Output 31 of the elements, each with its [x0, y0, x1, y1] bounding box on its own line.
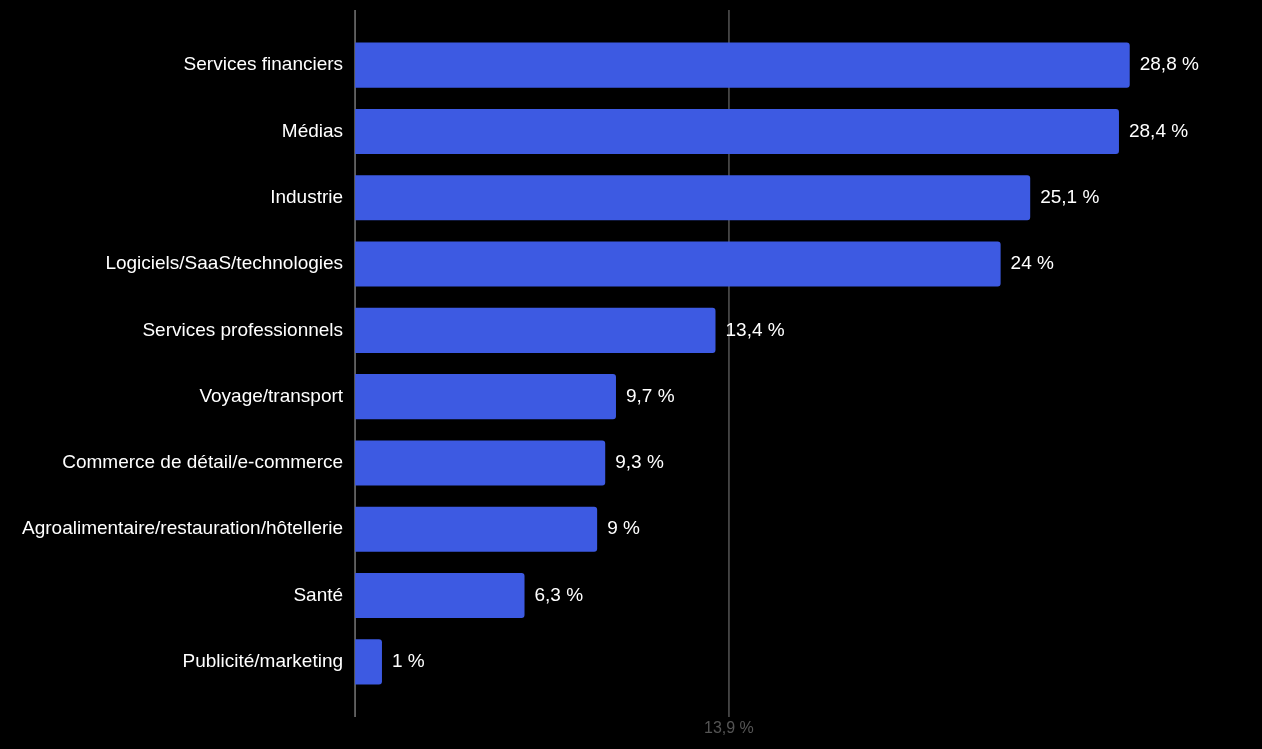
data-label: 25,1 % [1040, 185, 1100, 207]
bar [355, 440, 606, 486]
bar [355, 573, 525, 619]
y-tick-label: Logiciels/SaaS/technologies [105, 252, 344, 274]
y-tick-label: Santé [293, 583, 344, 605]
y-tick-label: Commerce de détail/e-commerce [62, 451, 344, 473]
y-tick-label: Services financiers [183, 53, 344, 75]
data-label: 13,4 % [725, 318, 785, 340]
data-label: 9 % [607, 517, 640, 539]
data-label: 6,3 % [534, 583, 584, 605]
bar [355, 241, 1001, 287]
data-label: 1 % [391, 650, 425, 672]
data-label: 28,8 % [1139, 53, 1199, 75]
y-tick-label: Services professionnels [142, 318, 344, 340]
y-tick-label: Voyage/transport [199, 384, 344, 406]
bar [355, 506, 598, 552]
data-label: 24 % [1010, 252, 1055, 274]
data-label: 9,3 % [615, 451, 664, 473]
bar [355, 108, 1119, 154]
y-tick-label: Publicité/marketing [182, 650, 344, 672]
y-tick-label: Industrie [270, 185, 344, 207]
data-label: 9,7 % [625, 384, 675, 406]
y-tick-label: Agroalimentaire/restauration/hôtellerie [22, 517, 344, 539]
bar [355, 175, 1031, 221]
data-label: 28,4 % [1128, 119, 1189, 141]
bar [355, 307, 716, 353]
y-tick-label: Médias [281, 119, 344, 141]
bar [355, 639, 382, 685]
ref-line-label: 13,9 % [704, 719, 754, 737]
bar [355, 374, 616, 420]
bar [355, 42, 1130, 88]
